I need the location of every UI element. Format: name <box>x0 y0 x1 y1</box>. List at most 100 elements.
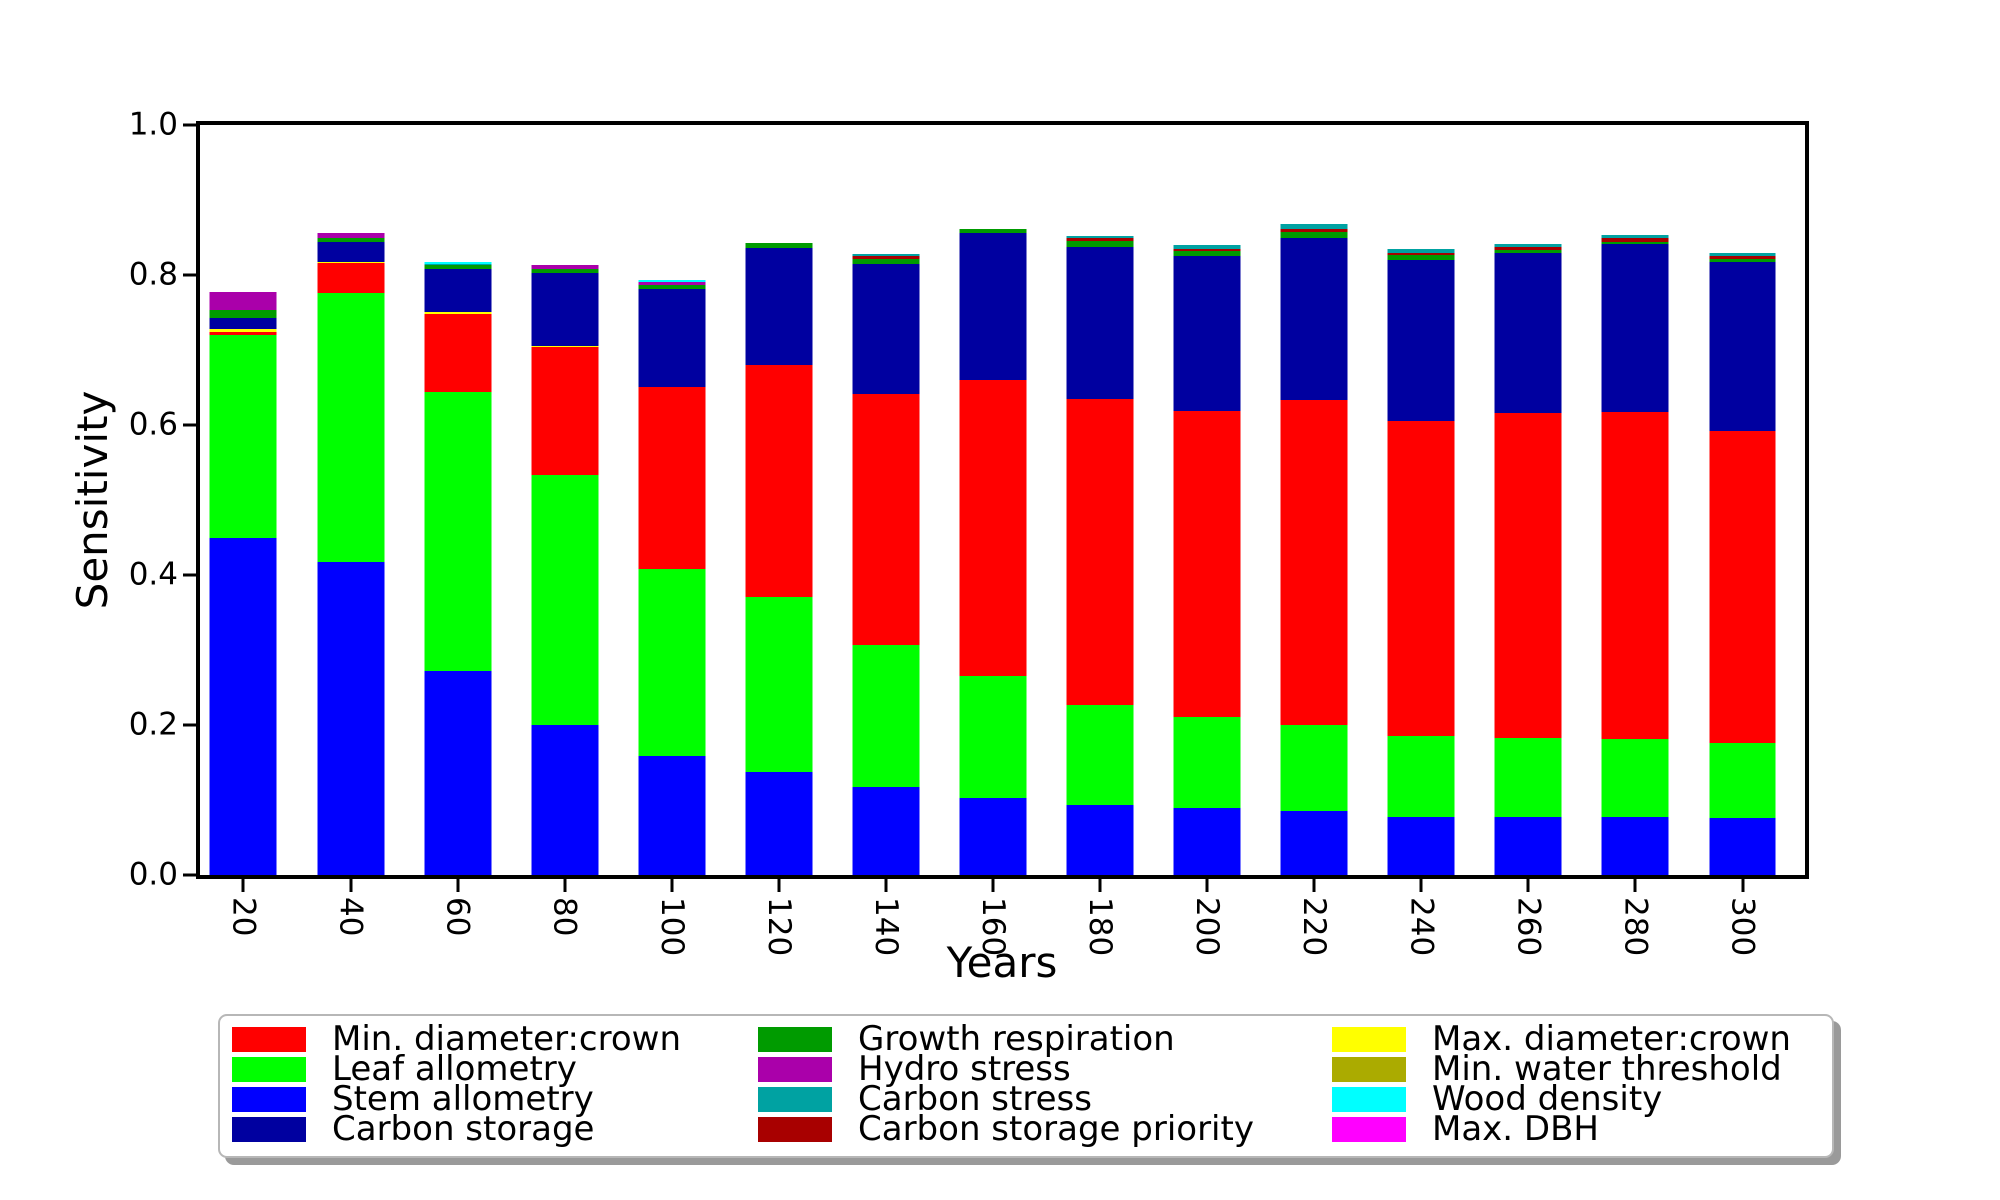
legend-item-leaf_allometry: Leaf allometry <box>232 1052 577 1086</box>
x-tick-label: 260 <box>1510 897 1547 957</box>
bar-segment-min_diameter_crown <box>424 314 492 392</box>
bar-segment-stem_allometry <box>424 671 492 875</box>
bar-segment-min_diameter_crown <box>745 365 813 597</box>
x-tick-label: 100 <box>653 897 690 957</box>
legend-item-growth_respiration: Growth respiration <box>758 1022 1175 1056</box>
legend-item-carbon_storage: Carbon storage <box>232 1112 594 1146</box>
bar-segment-leaf_allometry <box>1066 704 1134 806</box>
bar-segment-carbon_stress <box>424 263 492 266</box>
bar-segment-carbon_stress <box>1709 252 1776 256</box>
bar-segment-stem_allometry <box>531 725 599 875</box>
x-tick-label: 240 <box>1403 897 1440 957</box>
y-tick-mark <box>183 423 196 427</box>
bar-segment-leaf_allometry <box>1709 743 1776 818</box>
y-tick-label: 0.0 <box>128 856 178 893</box>
bar-segment-carbon_storage_priority <box>1066 238 1134 242</box>
bar-segment-leaf_allometry <box>424 392 492 671</box>
bar-80 <box>531 125 599 875</box>
bar-300 <box>1709 125 1776 875</box>
legend-swatch-leaf_allometry <box>232 1056 306 1082</box>
x-tick-mark <box>1312 879 1316 892</box>
x-tick-label: 300 <box>1724 897 1761 957</box>
legend-label-max_dbh: Max. DBH <box>1432 1109 1599 1149</box>
bar-segment-leaf_allometry <box>1494 737 1562 817</box>
bar-segment-carbon_storage_priority <box>1173 248 1241 252</box>
bar-segment-stem_allometry <box>745 771 813 875</box>
bar-segment-carbon_stress <box>1066 236 1134 239</box>
bar-segment-leaf_allometry <box>638 569 706 756</box>
plot-area: 0.0 0.2 0.4 0.6 0.8 1.0 20 40 60 80 100 120 140 160 1… <box>129 109 1809 956</box>
x-axis-label: Years <box>946 938 1058 987</box>
bar-segment-leaf_allometry <box>317 293 385 562</box>
x-tick-label: 20 <box>225 897 262 937</box>
bar-segment-stem_allometry <box>209 537 277 875</box>
bar-segment-carbon_stress <box>1173 245 1241 249</box>
bar-segment-carbon_storage <box>1387 260 1455 422</box>
bar-segment-carbon_storage_priority <box>1709 255 1776 259</box>
bar-segment-stem_allometry <box>852 787 920 875</box>
bar-segment-leaf_allometry <box>1280 725 1348 812</box>
bar-segment-leaf_allometry <box>852 644 920 788</box>
bar-segment-leaf_allometry <box>745 596 813 772</box>
x-tick-mark <box>1205 879 1209 892</box>
bar-segment-stem_allometry <box>1709 818 1776 875</box>
legend-swatch-carbon_storage <box>232 1116 306 1142</box>
legend-item-min_diameter_crown: Min. diameter:crown <box>232 1022 681 1056</box>
y-tick-label: 0.4 <box>128 556 178 593</box>
legend-item-carbon_storage_priority: Carbon storage priority <box>758 1112 1254 1146</box>
bar-segment-carbon_storage <box>959 233 1027 380</box>
bar-segment-growth_respiration <box>1709 258 1776 262</box>
bar-segment-min_diameter_crown <box>1066 398 1134 705</box>
bar-segment-max_diameter_crown <box>424 311 492 314</box>
x-tick-label: 180 <box>1082 897 1119 957</box>
legend-swatch-min_diameter_crown <box>232 1026 306 1052</box>
y-tick-label: 0.2 <box>128 706 178 743</box>
bar-segment-growth_respiration <box>1280 231 1348 238</box>
bar-segment-leaf_allometry <box>1601 739 1669 818</box>
x-tick-mark <box>241 879 245 892</box>
y-tick-label: 1.0 <box>128 106 178 143</box>
x-tick-label: 220 <box>1296 897 1333 957</box>
legend-item-max_diameter_crown: Max. diameter:crown <box>1332 1022 1791 1056</box>
y-tick-label: 0.8 <box>128 256 178 293</box>
bar-60 <box>424 125 492 875</box>
bar-segment-carbon_storage_priority <box>1601 238 1669 242</box>
x-tick-label: 40 <box>332 897 369 937</box>
x-tick-label: 280 <box>1617 897 1654 957</box>
bar-240 <box>1387 125 1455 875</box>
bar-segment-carbon_storage <box>209 317 277 329</box>
bar-segment-carbon_storage <box>1494 252 1562 413</box>
y-tick-mark <box>183 123 196 127</box>
bar-segment-growth_respiration <box>209 310 277 318</box>
x-tick-mark <box>1526 879 1530 892</box>
bar-200 <box>1173 125 1241 875</box>
bar-segment-carbon_stress <box>852 254 920 257</box>
bar-segment-growth_respiration <box>1494 250 1562 253</box>
legend-box: Min. diameter:crown Leaf allometry Stem al… <box>218 1014 1834 1158</box>
bar-segment-stem_allometry <box>1066 805 1134 875</box>
bar-segment-hydro_stress <box>638 281 706 285</box>
bar-segment-carbon_stress <box>1387 248 1455 253</box>
bar-segment-min_diameter_crown <box>1280 400 1348 725</box>
bar-segment-stem_allometry <box>1280 811 1348 875</box>
legend-label-stem_allometry: Stem allometry <box>332 1079 594 1119</box>
bar-140 <box>852 125 920 875</box>
bar-segment-stem_allometry <box>1173 807 1241 875</box>
bar-segment-min_diameter_crown <box>317 263 385 293</box>
bar-segment-growth_respiration <box>1173 251 1241 257</box>
bar-segment-growth_respiration <box>317 238 385 242</box>
bar-segment-min_diameter_crown <box>852 393 920 645</box>
bar-segment-min_diameter_crown <box>1173 410 1241 717</box>
x-tick-label: 120 <box>760 897 797 957</box>
bar-segment-stem_allometry <box>1494 816 1562 875</box>
bar-220 <box>1280 125 1348 875</box>
legend-swatch-wood_density <box>1332 1086 1406 1112</box>
bar-20 <box>209 125 277 875</box>
x-tick-mark <box>1633 879 1637 892</box>
bar-segment-growth_respiration <box>531 269 599 273</box>
bar-segment-growth_respiration <box>1601 242 1669 245</box>
x-tick-mark <box>349 879 353 892</box>
bars-layer <box>200 125 1805 875</box>
x-tick-label: 160 <box>975 897 1011 957</box>
